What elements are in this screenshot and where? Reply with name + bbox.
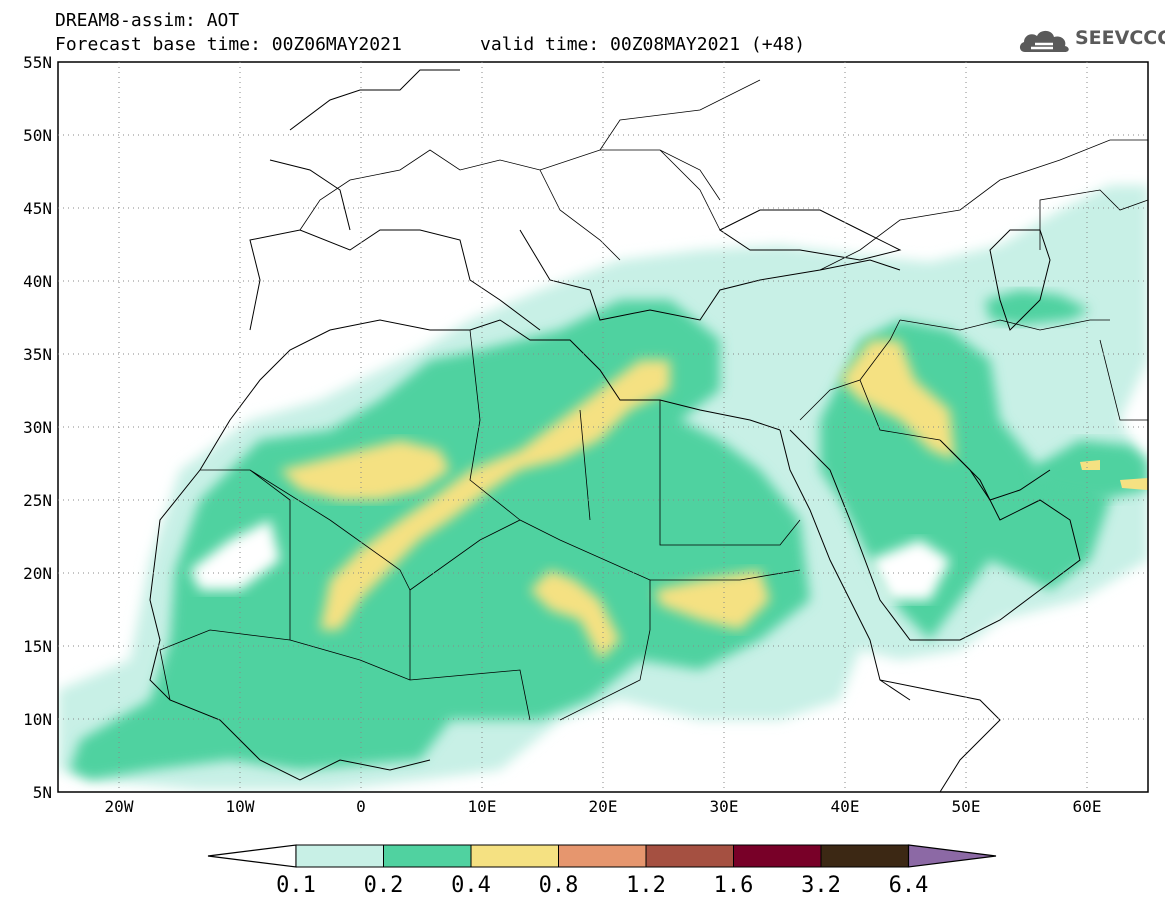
- colorbar-high-arrow: [907, 844, 997, 868]
- lon-label: 40E: [831, 797, 860, 816]
- lat-axis: 55N 50N 45N 40N 35N 30N 25N 20N 15N 10N …: [23, 53, 52, 802]
- colorbar-label: 6.4: [889, 873, 929, 898]
- lon-label: 20E: [589, 797, 618, 816]
- lon-label: 10E: [468, 797, 497, 816]
- colorbar-low-arrow: [207, 844, 297, 868]
- colorbar-label: 0.8: [539, 873, 579, 898]
- seevccc-logo: SEEVCCC: [1017, 24, 1165, 56]
- lon-label: 0: [356, 797, 366, 816]
- lat-label: 10N: [23, 710, 52, 729]
- border: [299, 149, 721, 231]
- lon-label: 60E: [1073, 797, 1102, 816]
- border: [159, 590, 531, 721]
- cloud-icon: [1019, 30, 1069, 52]
- logo-text: SEEVCCC: [1075, 27, 1165, 49]
- base-time: Forecast base time: 00Z06MAY2021: [55, 34, 402, 55]
- border: [1039, 189, 1148, 421]
- border: [559, 569, 801, 721]
- border: [799, 319, 1110, 441]
- coastline-caspian: [989, 229, 1051, 331]
- colorbar-swatch: [295, 844, 384, 868]
- lon-axis: 20W 10W 0 10E 20E 30E 40E 50E 60E: [105, 797, 1102, 816]
- forecast-time-line: Forecast base time: 00Z06MAY2021 valid ti…: [55, 34, 805, 55]
- lat-label: 30N: [23, 418, 52, 437]
- aot-gap: [190, 520, 280, 590]
- colorbar-label: 1.2: [626, 873, 666, 898]
- lon-label: 30E: [710, 797, 739, 816]
- lat-label: 55N: [23, 53, 52, 72]
- aot-level-0-2-west: [70, 300, 810, 780]
- valid-time: valid time: 00Z08MAY2021 (+48): [480, 34, 806, 55]
- colorbar-swatch: [470, 844, 559, 868]
- coastline-africa-west: [149, 559, 431, 781]
- border: [819, 139, 1148, 271]
- border: [469, 329, 801, 546]
- coastline-horn-africa: [879, 679, 1001, 792]
- colorbar-label: 0.1: [276, 873, 316, 898]
- aot-level-0-4-sudan: [655, 570, 770, 630]
- lat-label: 45N: [23, 199, 52, 218]
- coastline-arabia: [789, 429, 1081, 641]
- lon-label: 20W: [105, 797, 134, 816]
- graticule: [58, 62, 1148, 792]
- aot-level-0-4-west: [280, 440, 450, 500]
- coastline-red-sea: [779, 429, 911, 701]
- map-title: DREAM8-assim: AOT: [55, 10, 240, 31]
- coastline-europe-south: [249, 229, 901, 331]
- coastline-black-sea: [719, 209, 902, 261]
- colorbar-swatch: [645, 844, 734, 868]
- colorbar-swatch: [820, 844, 909, 868]
- country-borders: [159, 79, 1148, 721]
- aot-level-0-4-gulf: [1080, 460, 1148, 490]
- aot-level-0-4-sahara: [320, 360, 670, 630]
- colorbar-label: 0.2: [364, 873, 404, 898]
- lat-label: 5N: [33, 783, 52, 802]
- aot-level-0-2-caspian: [985, 290, 1090, 325]
- lat-label: 20N: [23, 564, 52, 583]
- lat-label: 15N: [23, 637, 52, 656]
- border: [200, 469, 651, 640]
- aot-level-0-4-iraq: [840, 340, 955, 460]
- lat-label: 25N: [23, 491, 52, 510]
- lat-label: 40N: [23, 272, 52, 291]
- coastline-europe-north: [269, 69, 460, 231]
- lat-label: 50N: [23, 126, 52, 145]
- colorbar-swatch: [383, 844, 472, 868]
- colorbar: 0.1 0.2 0.4 0.8 1.2 1.6 3.2 6.4: [207, 844, 997, 898]
- colorbar-swatch: [558, 844, 647, 868]
- aot-level-0-4-chad: [530, 570, 620, 660]
- lat-label: 35N: [23, 345, 52, 364]
- lon-label: 50E: [952, 797, 981, 816]
- aot-gap: [870, 540, 950, 600]
- border: [539, 79, 761, 261]
- colorbar-label: 1.6: [714, 873, 754, 898]
- colorbar-label: 3.2: [801, 873, 841, 898]
- coastline-persian-gulf: [939, 439, 1051, 501]
- lon-label: 10W: [226, 797, 255, 816]
- colorbar-label: 0.4: [451, 873, 491, 898]
- colorbar-swatch: [733, 844, 822, 868]
